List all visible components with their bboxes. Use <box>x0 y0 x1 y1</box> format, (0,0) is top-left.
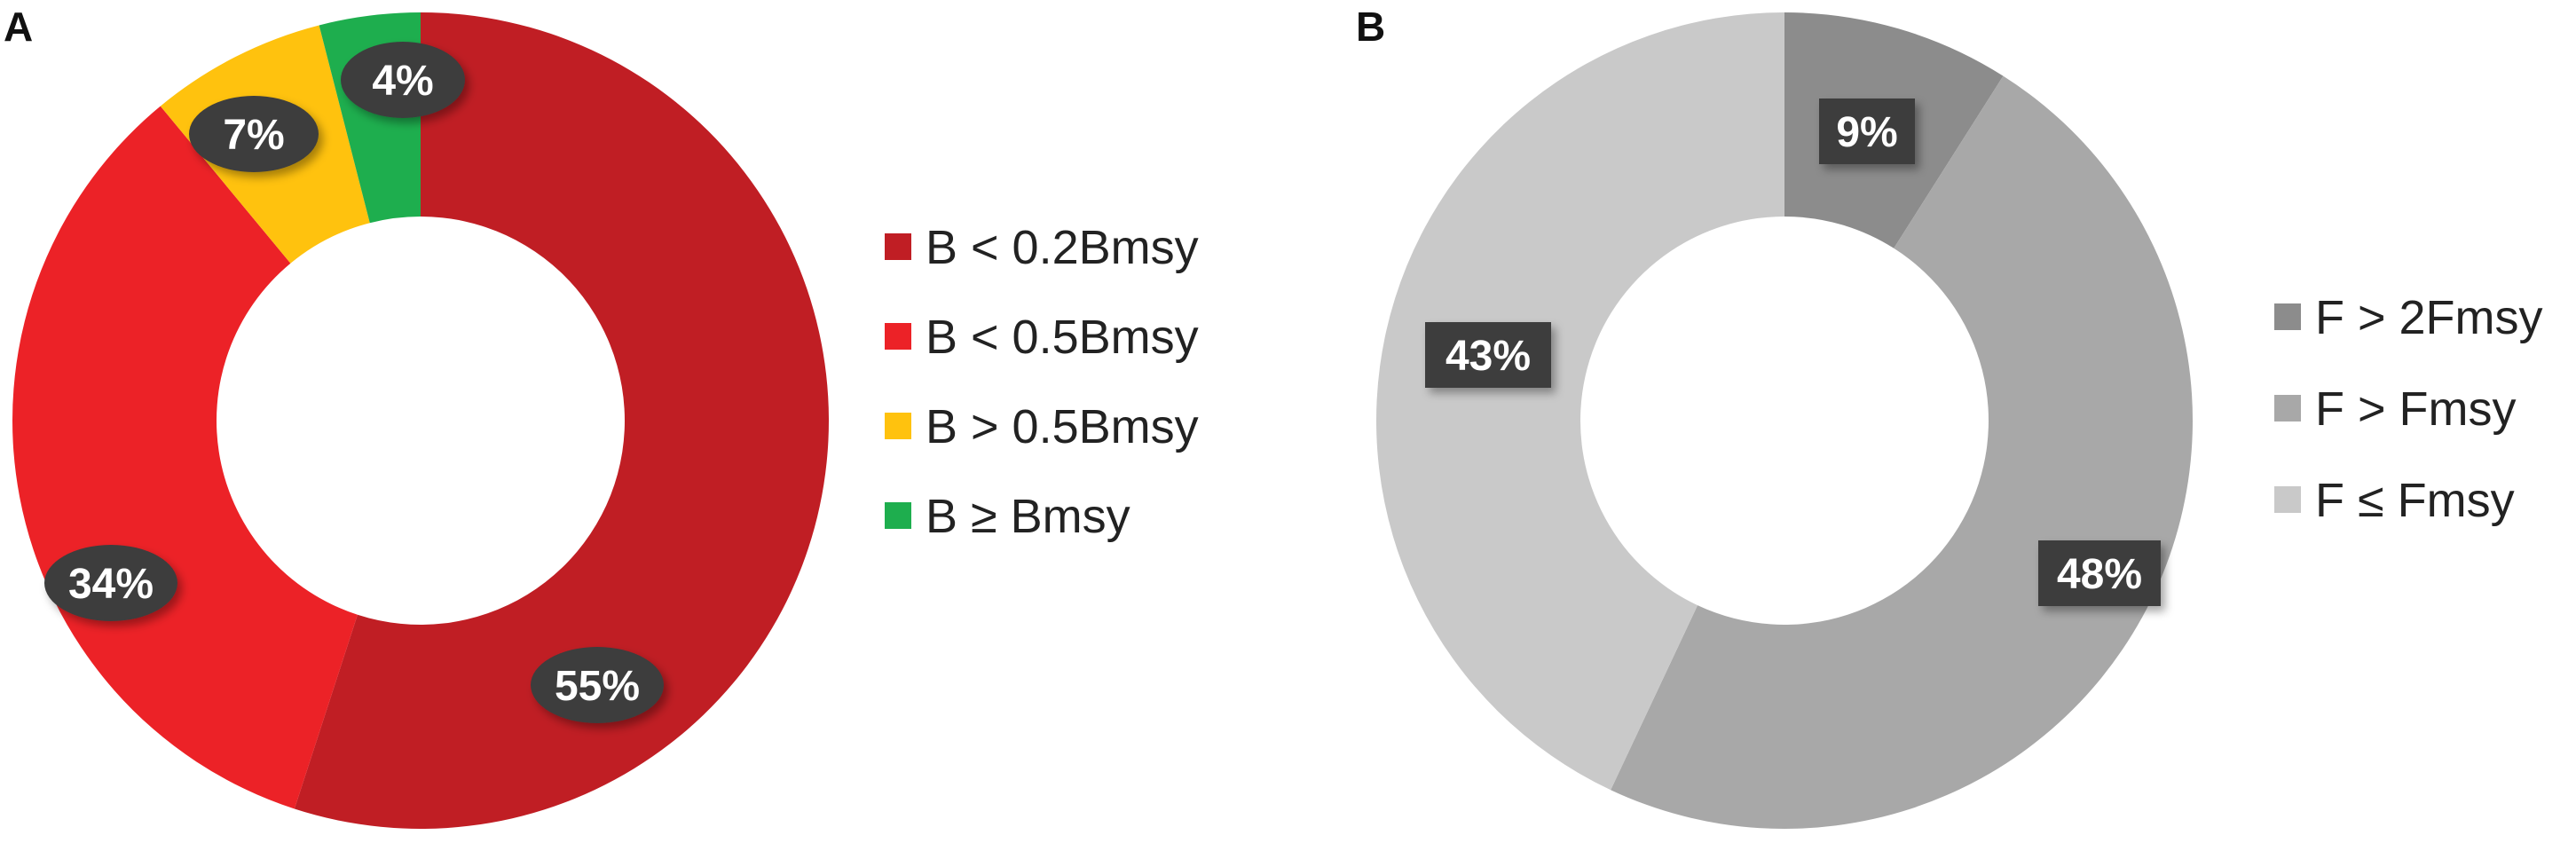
legend-swatch <box>885 413 911 439</box>
legend-swatch <box>2274 486 2301 513</box>
value-label-text: 43% <box>1446 333 1531 380</box>
donut-chart-a <box>12 12 829 830</box>
value-label-background <box>44 545 177 621</box>
legend-swatch <box>2274 303 2301 330</box>
value-label-background <box>1425 322 1551 388</box>
value-label-background <box>189 96 319 172</box>
legend-item-f-gt-fmsy: F > Fmsy <box>2274 382 2517 436</box>
value-label-f-gt-2fmsy: 9% <box>1819 98 1915 164</box>
legend-item-f-le-fmsy: F ≤ Fmsy <box>2274 474 2515 527</box>
legend-swatch <box>885 233 911 260</box>
legend-item-b-gt-0-5bmsy: B > 0.5Bmsy <box>885 400 1199 453</box>
legend-item-b-lt-0-2bmsy: B < 0.2Bmsy <box>885 221 1199 274</box>
legend-label: B < 0.2Bmsy <box>926 221 1199 274</box>
value-label-b-ge-bmsy: 4% <box>341 42 465 118</box>
legend-swatch <box>885 323 911 350</box>
value-label-text: 7% <box>223 112 284 159</box>
legend-swatch <box>885 502 911 529</box>
legend-item-b-ge-bmsy: B ≥ Bmsy <box>885 490 1130 543</box>
value-label-background <box>531 647 664 723</box>
legend-label: F > Fmsy <box>2315 382 2517 436</box>
panel-letter-b: B <box>1356 4 1385 50</box>
value-labels-a: 55% 34% 7% 4% <box>44 42 664 723</box>
legend-label: B > 0.5Bmsy <box>926 400 1199 453</box>
legend-b: F > 2Fmsy F > Fmsy F ≤ Fmsy <box>2274 291 2543 527</box>
donut-slice-b-lt-0-5bmsy <box>12 106 358 809</box>
value-label-text: 9% <box>1836 109 1897 156</box>
donut-slice-f-le-fmsy <box>1375 12 1784 791</box>
panel-a: A 55% 34% 7% 4% B < 0.2Bmsy B < 0.5Bmsy B > 0… <box>4 4 1199 830</box>
legend-a: B < 0.2Bmsy B < 0.5Bmsy B > 0.5Bmsy B ≥ Bms… <box>885 221 1199 543</box>
panel-letter-a: A <box>4 4 33 50</box>
value-label-b-gt-0-5bmsy: 7% <box>189 96 319 172</box>
panel-b: B 9% 48% 43% F > 2Fmsy F > Fmsy F ≤ Fmsy <box>1356 4 2543 829</box>
legend-label: F > 2Fmsy <box>2315 291 2543 344</box>
donut-slice-f-gt-fmsy <box>1611 75 2193 829</box>
value-label-background <box>2038 540 2161 606</box>
value-label-background <box>1819 98 1915 164</box>
legend-label: F ≤ Fmsy <box>2315 474 2515 527</box>
value-label-background <box>341 42 465 118</box>
value-labels-b: 9% 48% 43% <box>1425 98 2161 606</box>
value-label-f-le-fmsy: 43% <box>1425 322 1551 388</box>
value-label-b-lt-0-2bmsy: 55% <box>531 647 664 723</box>
legend-label: B ≥ Bmsy <box>926 490 1130 543</box>
value-label-text: 4% <box>372 58 433 105</box>
legend-swatch <box>2274 395 2301 422</box>
legend-label: B < 0.5Bmsy <box>926 311 1199 364</box>
value-label-f-gt-fmsy: 48% <box>2038 540 2161 606</box>
donut-chart-b <box>1375 12 2193 829</box>
value-label-text: 34% <box>68 561 154 608</box>
donut-slice-b-lt-0-2bmsy <box>294 12 829 830</box>
legend-item-f-gt-2fmsy: F > 2Fmsy <box>2274 291 2543 344</box>
legend-item-b-lt-0-5bmsy: B < 0.5Bmsy <box>885 311 1199 364</box>
value-label-b-lt-0-5bmsy: 34% <box>44 545 177 621</box>
value-label-text: 55% <box>555 663 640 710</box>
value-label-text: 48% <box>2057 551 2142 598</box>
